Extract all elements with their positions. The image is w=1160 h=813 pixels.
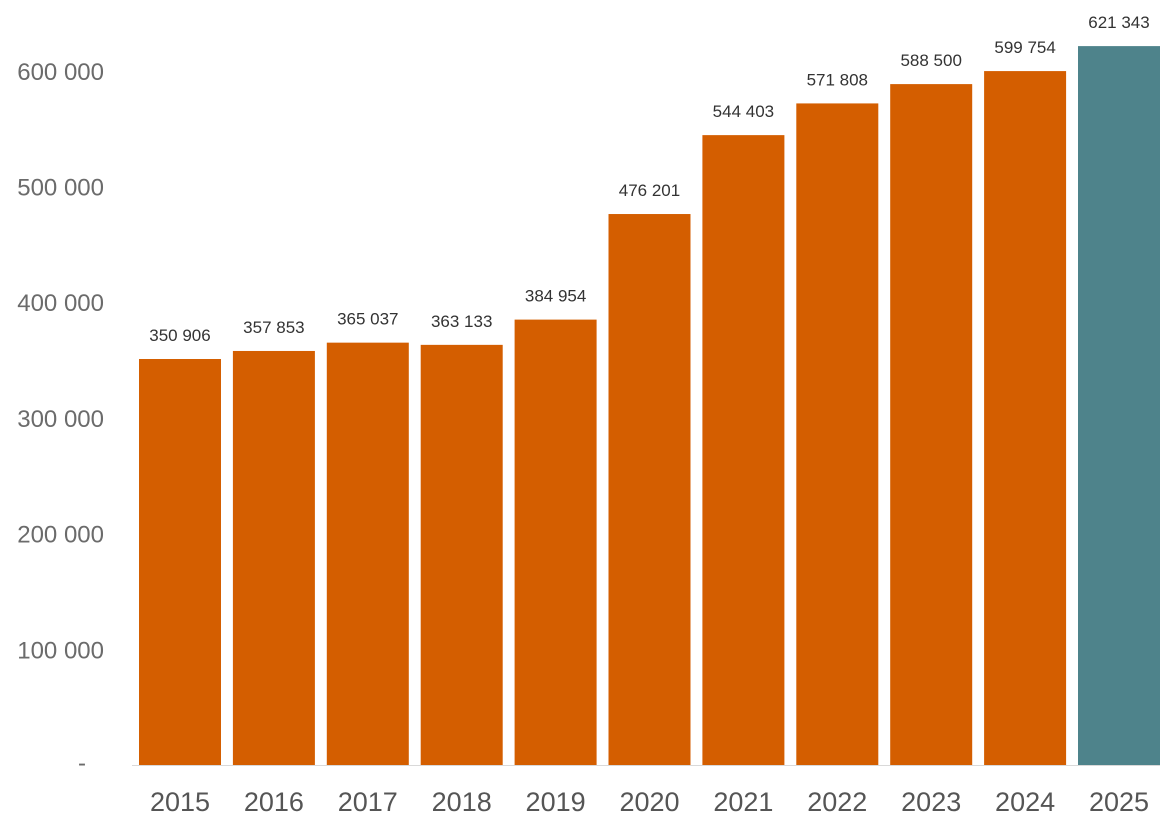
x-tick-label-2019: 2019 [526, 787, 586, 813]
y-tick-label: 500 000 [17, 175, 104, 202]
x-tick-label-2023: 2023 [901, 787, 961, 813]
bars [139, 46, 1160, 766]
y-tick-label: - [78, 750, 86, 777]
x-tick-label-2025: 2025 [1089, 787, 1149, 813]
data-label-2025: 621 343 [1088, 13, 1149, 32]
bar-2021 [702, 135, 785, 765]
y-tick-label: 100 000 [17, 637, 104, 664]
data-label-2019: 384 954 [525, 287, 586, 306]
data-label-2015: 350 906 [149, 326, 210, 345]
bar-2019 [514, 319, 597, 765]
x-axis: 2015 2016 2017 2018 2019 2020 2021 2022 2023 2024… [150, 787, 1149, 813]
data-label-2016: 357 853 [243, 318, 304, 337]
x-tick-label-2016: 2016 [244, 787, 304, 813]
x-tick-label-2024: 2024 [995, 787, 1055, 813]
x-tick-label-2020: 2020 [619, 787, 679, 813]
x-tick-label-2018: 2018 [432, 787, 492, 813]
x-tick-label-2021: 2021 [713, 787, 773, 813]
data-labels: 350 906 357 853 365 037 363 133 384 954 476 2… [149, 13, 1149, 345]
bar-2018 [420, 344, 503, 765]
y-tick-label: 600 000 [17, 59, 104, 86]
y-tick-label: 200 000 [17, 522, 104, 549]
bar-2017 [326, 342, 409, 765]
bar-2025 [1078, 46, 1160, 766]
x-tick-label-2017: 2017 [338, 787, 398, 813]
y-axis: - 100 000 200 000 300 000 400 000 500 000 600 … [17, 59, 104, 777]
data-label-2018: 363 133 [431, 312, 492, 331]
x-tick-label-2015: 2015 [150, 787, 210, 813]
y-tick-label: 300 000 [17, 406, 104, 433]
data-label-2020: 476 201 [619, 181, 680, 200]
data-label-2021: 544 403 [713, 102, 774, 121]
x-tick-label-2022: 2022 [807, 787, 867, 813]
bar-2024 [984, 71, 1067, 766]
y-tick-label: 400 000 [17, 290, 104, 317]
data-label-2024: 599 754 [994, 38, 1055, 57]
bar-2023 [890, 84, 973, 766]
data-label-2017: 365 037 [337, 310, 398, 329]
bar-2020 [608, 214, 691, 765]
data-label-2022: 571 808 [807, 70, 868, 89]
data-label-2023: 588 500 [900, 51, 961, 70]
bar-2022 [796, 103, 879, 765]
bar-2016 [232, 350, 315, 765]
bar-2015 [139, 359, 221, 765]
